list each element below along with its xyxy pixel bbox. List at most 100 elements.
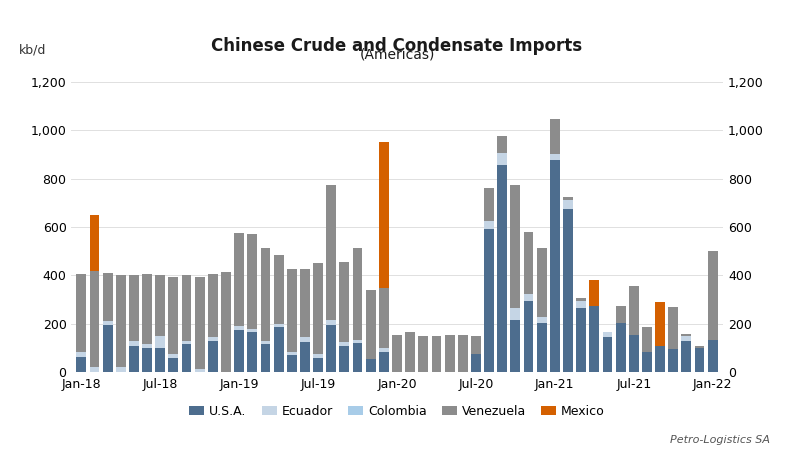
Legend: U.S.A., Ecuador, Colombia, Venezuela, Mexico: U.S.A., Ecuador, Colombia, Venezuela, Me… [184, 400, 610, 423]
Text: (Americas): (Americas) [360, 48, 434, 62]
Bar [669, 349, 678, 372]
Bar [90, 367, 99, 372]
Bar [248, 234, 257, 329]
Bar [537, 316, 546, 323]
Bar [445, 335, 454, 372]
Bar [129, 341, 139, 345]
Bar [287, 355, 297, 372]
Bar [484, 229, 494, 372]
Bar [681, 334, 692, 336]
Bar [221, 272, 231, 372]
Bar [182, 276, 191, 341]
Text: kb/d: kb/d [19, 44, 47, 57]
Bar [523, 301, 534, 372]
Bar [497, 165, 507, 372]
Bar [615, 306, 626, 323]
Bar [603, 332, 612, 337]
Bar [76, 356, 87, 372]
Bar [313, 354, 323, 358]
Bar [392, 335, 402, 372]
Bar [707, 340, 718, 372]
Bar [208, 337, 218, 341]
Bar [484, 188, 494, 221]
Bar [116, 276, 125, 367]
Bar [669, 307, 678, 349]
Bar [707, 251, 718, 340]
Bar [576, 308, 586, 372]
Bar [484, 221, 494, 229]
Bar [182, 345, 191, 372]
Bar [300, 269, 310, 337]
Bar [156, 276, 165, 336]
Bar [576, 298, 586, 301]
Bar [537, 323, 546, 372]
Bar [142, 345, 152, 348]
Bar [681, 341, 692, 372]
Bar [366, 290, 376, 359]
Bar [576, 301, 586, 308]
Bar [511, 185, 520, 308]
Bar [695, 345, 704, 348]
Bar [168, 358, 179, 372]
Bar [340, 345, 349, 372]
Bar [353, 340, 363, 343]
Bar [471, 354, 481, 372]
Bar [431, 336, 441, 372]
Bar [550, 160, 560, 372]
Bar [353, 343, 363, 372]
Bar [300, 337, 310, 342]
Bar [563, 200, 573, 209]
Bar [550, 154, 560, 160]
Bar [234, 330, 244, 372]
Bar [537, 247, 546, 316]
Bar [195, 369, 205, 372]
Bar [313, 263, 323, 354]
Bar [326, 325, 336, 372]
Bar [274, 327, 283, 372]
Bar [248, 329, 257, 332]
Bar [471, 336, 481, 354]
Bar [234, 326, 244, 330]
Bar [379, 352, 389, 372]
Bar [260, 345, 271, 372]
Bar [326, 320, 336, 325]
Bar [681, 336, 692, 341]
Bar [589, 306, 599, 372]
Bar [695, 348, 704, 372]
Bar [326, 185, 336, 320]
Bar [195, 276, 205, 369]
Bar [353, 247, 363, 340]
Bar [300, 342, 310, 372]
Bar [497, 153, 507, 165]
Bar [168, 354, 179, 358]
Bar [90, 271, 99, 367]
Bar [234, 233, 244, 326]
Bar [260, 247, 271, 341]
Bar [523, 294, 534, 301]
Bar [116, 367, 125, 372]
Bar [405, 332, 415, 372]
Bar [76, 274, 87, 352]
Bar [511, 308, 520, 320]
Bar [142, 274, 152, 345]
Bar [511, 320, 520, 372]
Bar [523, 232, 534, 294]
Bar [76, 352, 87, 356]
Bar [274, 324, 283, 327]
Bar [642, 352, 652, 372]
Bar [274, 255, 283, 324]
Bar [287, 352, 297, 355]
Bar [550, 119, 560, 154]
Bar [142, 348, 152, 372]
Bar [208, 341, 218, 372]
Bar [182, 341, 191, 345]
Bar [313, 358, 323, 372]
Bar [260, 341, 271, 345]
Bar [655, 302, 665, 345]
Bar [129, 345, 139, 372]
Title: Chinese Crude and Condensate Imports: Chinese Crude and Condensate Imports [211, 37, 583, 55]
Bar [497, 136, 507, 153]
Bar [102, 321, 113, 325]
Bar [603, 337, 612, 372]
Bar [379, 142, 389, 287]
